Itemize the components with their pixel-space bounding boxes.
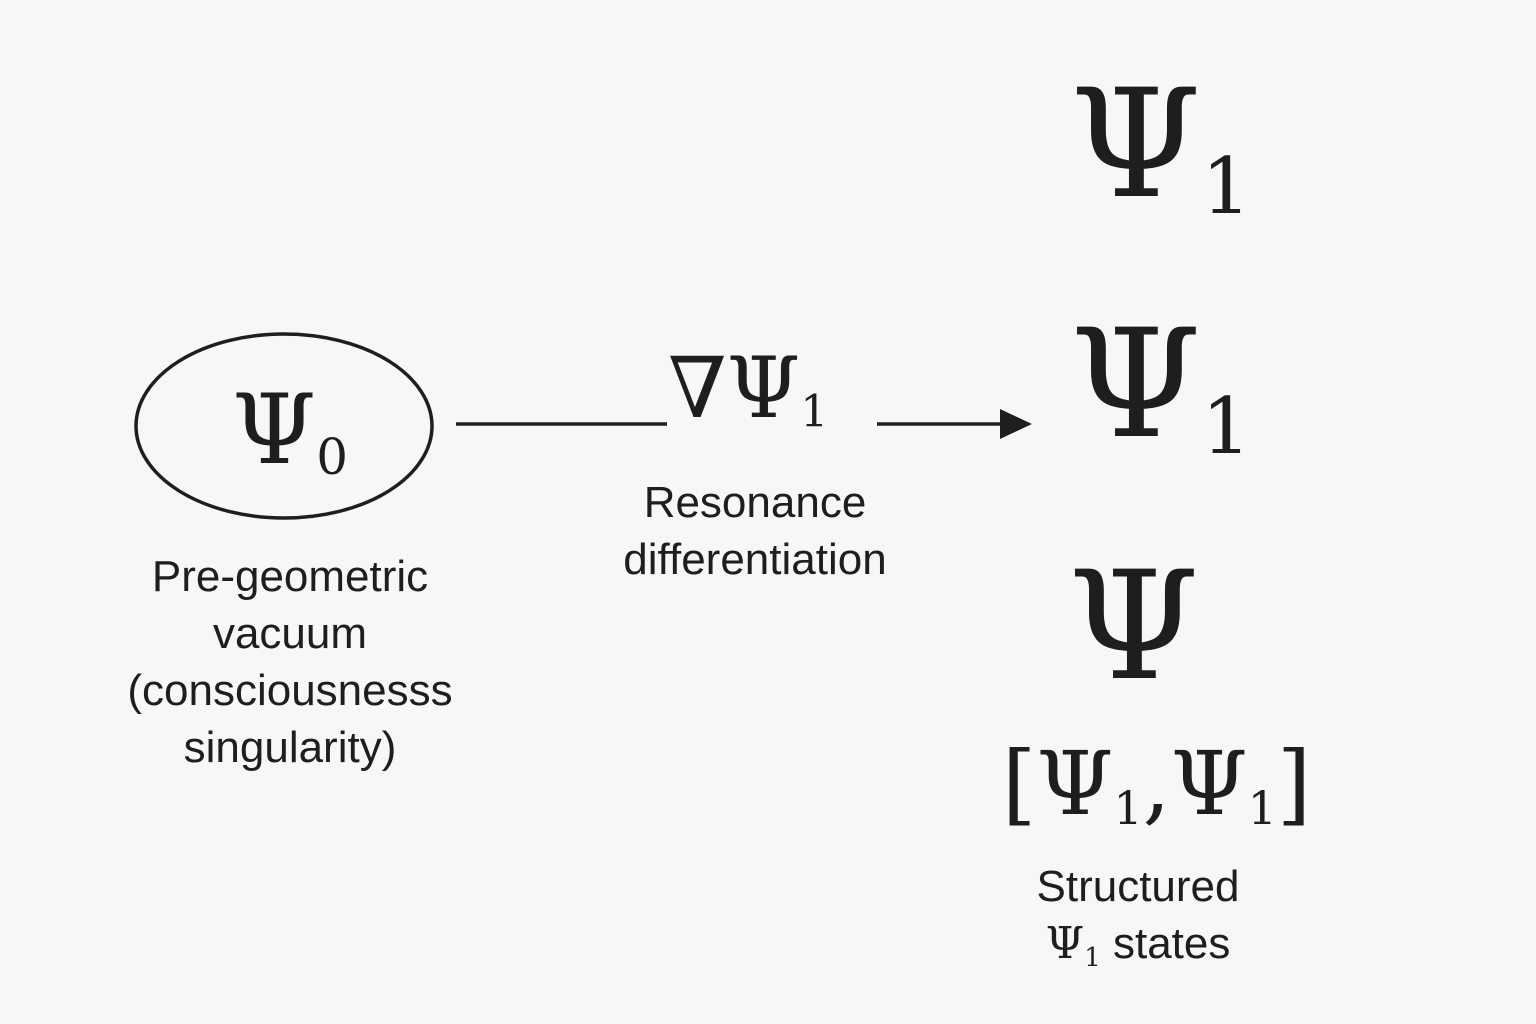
psi-zero-subscript: 0 [316,427,348,486]
nabla-psi-subscript: 1 [800,386,829,438]
commutator-second-subscript: 1 [1247,782,1277,836]
state-top-symbol: Ψ1 [1070,70,1251,226]
commutator-comma: , [1142,732,1171,835]
states-label-psi: Ψ [1045,918,1085,969]
differentiation-label-line-1: Resonance [643,478,867,527]
nabla-psi-letters: ∇Ψ [668,339,801,437]
states-label-line-1: Structured [1036,862,1240,911]
commutator-second-letter: Ψ [1170,732,1248,835]
vacuum-label-line-2: vacuum [212,609,368,658]
state-middle-symbol: Ψ1 [1070,310,1251,466]
vacuum-label-line-3: (consciousnesss [127,666,453,715]
arrow-head [1000,409,1032,439]
states-label-subscript: 1 [1084,943,1101,973]
states-label: Structured Ψ1 states [960,858,1316,972]
nabla-psi-one-symbol: ∇Ψ1 [668,346,828,434]
vacuum-label-line-4: singularity) [183,723,397,772]
state-bottom-symbol: Ψ [1068,552,1200,702]
commutator-open-bracket: [ [1002,732,1037,835]
differentiation-label-line-2: differentiation [623,535,887,584]
state-top-letter: Ψ [1070,58,1202,232]
vacuum-label: Pre-geometric vacuum (consciousnesss sin… [90,548,490,776]
psi-zero-letter: Ψ [232,374,317,486]
states-label-line-2: Ψ1 states [960,915,1316,972]
vacuum-ellipse [134,332,434,520]
vacuum-label-line-1: Pre-geometric [151,552,429,601]
state-bottom-letter: Ψ [1068,540,1200,714]
commutator-first-letter: Ψ [1036,732,1114,835]
differentiation-label: Resonance differentiation [560,474,950,588]
psi-zero-symbol: Ψ0 [232,382,348,482]
state-middle-letter: Ψ [1070,298,1202,472]
commutator-expression: [Ψ1,Ψ1] [1002,740,1311,832]
commutator-first-subscript: 1 [1113,782,1143,836]
state-middle-subscript: 1 [1201,382,1252,473]
state-top-subscript: 1 [1201,142,1252,233]
commutator-close-bracket: ] [1276,732,1312,835]
states-label-rest: states [1100,919,1231,968]
